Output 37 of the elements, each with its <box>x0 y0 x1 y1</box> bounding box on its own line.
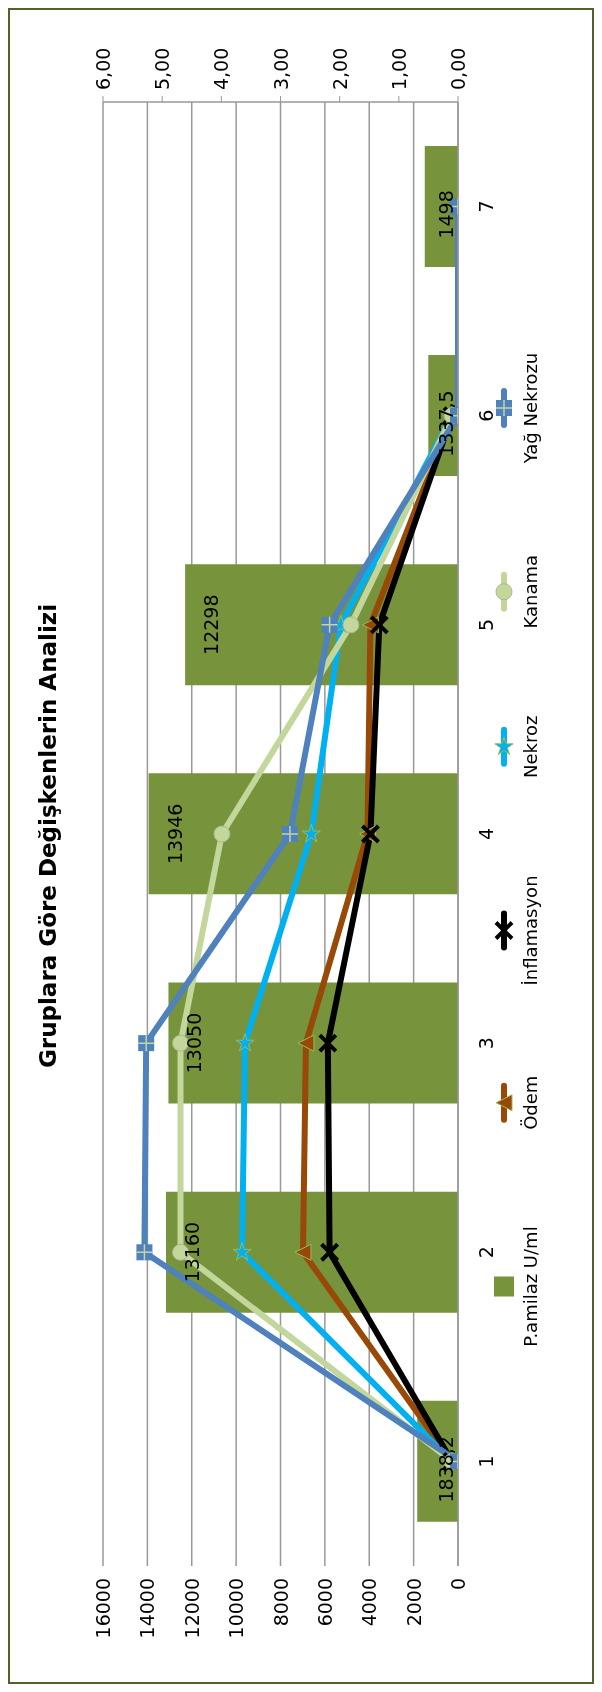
x-tick-label: 2000 <box>402 1578 425 1627</box>
y-tick-label: 6 <box>475 409 497 422</box>
x2-tick-label: 0,00 <box>447 47 469 90</box>
x-tick-label: 14000 <box>136 1578 159 1639</box>
legend-label: Yağ Nekrozu <box>519 352 541 465</box>
y-tick-label: 2 <box>475 1246 497 1259</box>
y-tick-label: 5 <box>475 618 497 631</box>
legend-label: Nekroz <box>519 715 541 778</box>
legend-label: Ödem <box>519 1075 541 1130</box>
x2-tick-label: 4,00 <box>210 47 233 90</box>
x-tick-label: 4000 <box>358 1578 381 1627</box>
data-label: 1498 <box>435 190 457 239</box>
x2-tick-label: 3,00 <box>269 47 292 90</box>
y-tick-label: 7 <box>475 200 497 213</box>
legend-label: P.amilaz U/ml <box>519 1226 541 1347</box>
data-label: 12298 <box>200 594 223 655</box>
y-tick-label: 4 <box>475 827 497 841</box>
x2-tick-label: 5,00 <box>151 47 174 90</box>
x-tick-label: 8000 <box>269 1578 292 1627</box>
x2-tick-label: 1,00 <box>387 47 410 90</box>
x-tick-label: 16000 <box>92 1578 114 1639</box>
data-label: 1337,5 <box>435 390 457 457</box>
legend-label: İnflamasyon <box>519 875 541 986</box>
data-label: 1838,2 <box>435 1436 457 1503</box>
x-tick-label: 0 <box>447 1578 469 1591</box>
x-tick-label: 6000 <box>313 1578 336 1627</box>
x2-tick-label: 2,00 <box>328 47 351 90</box>
y-tick-label: 1 <box>475 1455 497 1468</box>
data-label: 13050 <box>183 1012 206 1074</box>
data-label: 13160 <box>181 1221 204 1283</box>
legend-label: Kanama <box>519 554 541 629</box>
data-label: 13946 <box>163 803 186 865</box>
x-tick-label: 10000 <box>225 1578 248 1639</box>
x-tick-label: 12000 <box>180 1578 203 1639</box>
title: Gruplara Göre Değişkenlerin Analizi <box>10 10 90 1686</box>
y-tick-label: 3 <box>475 1037 497 1050</box>
x2-tick-label: 6,00 <box>92 47 114 90</box>
